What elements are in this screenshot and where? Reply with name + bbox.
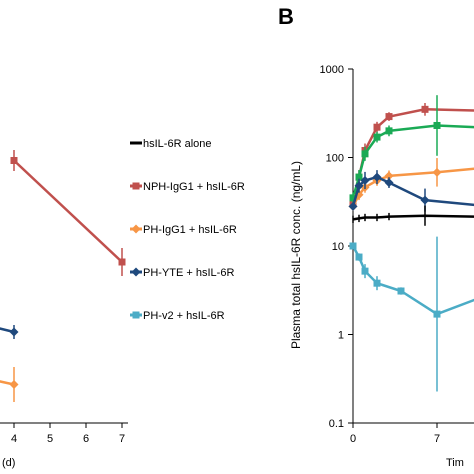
panel-b-data-point bbox=[397, 287, 405, 295]
legend-swatch-marker bbox=[131, 224, 141, 234]
panel-a-x-tick-label: 7 bbox=[119, 433, 125, 445]
panel-b-data-point bbox=[433, 310, 441, 318]
legend-label: NPH-IgG1 + hsIL-6R bbox=[143, 181, 245, 193]
legend-item: PH-YTE + hsIL-6R bbox=[130, 267, 234, 279]
panel-b-data-point bbox=[384, 171, 394, 181]
panel-b-data-point bbox=[421, 105, 429, 113]
panel-b-data-point bbox=[373, 123, 381, 131]
panel-b-y-label: Plasma total hsIL-6R conc. (ng/mL) bbox=[289, 161, 303, 349]
panel-a-series-line bbox=[13, 159, 123, 263]
panel-b-data-point bbox=[433, 121, 441, 129]
panel-a-data-point bbox=[9, 327, 19, 337]
panel-b-y-tick-label: 1 bbox=[338, 330, 344, 342]
legend-swatch-marker bbox=[132, 311, 140, 319]
panel-a-x-tick-label: 5 bbox=[47, 433, 53, 445]
panel-a-series bbox=[0, 150, 126, 402]
panel-b-series-line bbox=[351, 108, 474, 205]
panel-b-data-point bbox=[355, 253, 363, 261]
legend-swatch-marker bbox=[131, 267, 141, 277]
panel-b-y-tick-label: 0.1 bbox=[329, 418, 344, 430]
panel-b-series bbox=[348, 95, 474, 392]
panel-b-series bbox=[348, 170, 474, 212]
legend-label: PH-v2 + hsIL-6R bbox=[143, 310, 225, 322]
panel-b-data-point bbox=[349, 242, 357, 250]
panel-b-data-point bbox=[361, 267, 369, 275]
panel-b-data-point bbox=[385, 127, 393, 135]
legend-item: PH-IgG1 + hsIL-6R bbox=[130, 224, 237, 236]
panel-b-y-tick-label: 100 bbox=[326, 153, 344, 165]
panel-b-data-point bbox=[349, 194, 357, 202]
panel-b-data-point bbox=[373, 133, 381, 141]
legend-label: PH-YTE + hsIL-6R bbox=[143, 267, 234, 279]
panel-a-series-line bbox=[0, 327, 15, 334]
panel-b-series-line bbox=[351, 167, 474, 207]
legend-item: PH-v2 + hsIL-6R bbox=[130, 310, 225, 322]
panel-b-series bbox=[349, 95, 474, 204]
panel-b-data-point bbox=[432, 167, 442, 177]
panel-b-series-line bbox=[352, 214, 474, 221]
panel-a-data-point bbox=[118, 258, 126, 266]
panel-b-data-point bbox=[348, 201, 358, 211]
panel-b-data-point bbox=[385, 113, 393, 121]
panel-b-y-tick-label: 10 bbox=[332, 241, 344, 253]
legend: hsIL-6R alone NPH-IgG1 + hsIL-6R PH-IgG1 +… bbox=[130, 138, 245, 322]
panel-b-y-ticks: 1000 100 10 1 0.1 bbox=[320, 64, 353, 430]
panel-b-letter: B bbox=[278, 4, 294, 29]
legend-label: hsIL-6R alone bbox=[143, 138, 212, 150]
panel-b-y-tick-label: 1000 bbox=[320, 64, 344, 76]
panel-b-data-point bbox=[360, 175, 370, 185]
legend-swatch-marker bbox=[132, 182, 140, 190]
panel-b-data-point bbox=[372, 172, 382, 182]
panel-b-series-line bbox=[351, 175, 474, 207]
panel-b-data-point bbox=[420, 195, 430, 205]
legend-label: PH-IgG1 + hsIL-6R bbox=[143, 224, 237, 236]
panel-b-series-line bbox=[351, 245, 474, 316]
panel-b-series bbox=[352, 205, 474, 226]
panel-b-data-point bbox=[361, 150, 369, 158]
legend-item: NPH-IgG1 + hsIL-6R bbox=[130, 181, 245, 193]
panel-b-x-tick-label: 7 bbox=[434, 433, 440, 445]
panel-b-x-tick-label: 0 bbox=[350, 433, 356, 445]
panel-a-data-point bbox=[9, 380, 19, 389]
panel-b-data-point bbox=[384, 178, 394, 188]
panel-b: B Plasma total hsIL-6R conc. (ng/mL) 100… bbox=[278, 4, 474, 469]
panel-a-x-label: (d) bbox=[2, 457, 15, 469]
panel-b-data-point bbox=[355, 173, 363, 181]
panel-a-x-ticks: 4 5 6 7 bbox=[11, 423, 125, 445]
legend-item: hsIL-6R alone bbox=[130, 138, 212, 150]
panel-a-series-line bbox=[0, 380, 15, 386]
panel-a-data-point bbox=[10, 157, 18, 164]
panel-a-x-tick-label: 4 bbox=[11, 433, 17, 445]
panel-a: 4 5 6 7 (d) bbox=[0, 150, 128, 469]
panel-a-x-tick-label: 6 bbox=[83, 433, 89, 445]
panel-b-data-point bbox=[373, 279, 381, 287]
panel-b-x-label: Tim bbox=[446, 457, 464, 469]
panel-b-series bbox=[349, 236, 474, 392]
panel-b-data-point bbox=[354, 181, 364, 191]
